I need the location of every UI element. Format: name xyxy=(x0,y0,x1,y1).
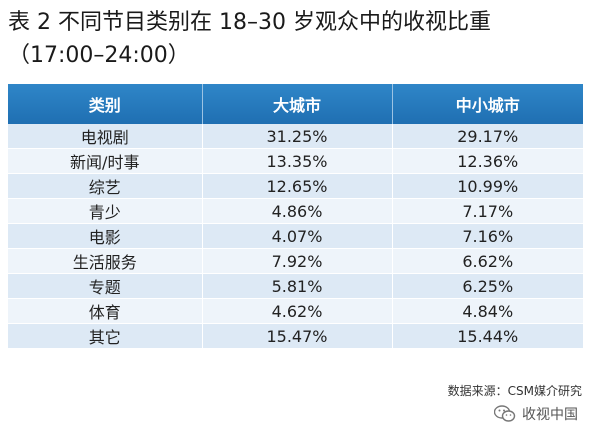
watermark: 收视中国 xyxy=(493,404,578,424)
big-city-cell: 12.65% xyxy=(201,173,392,199)
table-header-row: 类别 大城市 中小城市 xyxy=(8,84,583,124)
big-city-cell: 13.35% xyxy=(201,148,392,174)
table-row: 生活服务 7.92% 6.62% xyxy=(8,248,583,274)
category-cell: 电视剧 xyxy=(8,124,202,149)
table-row: 体育 4.62% 4.84% xyxy=(8,298,583,324)
wechat-icon xyxy=(493,405,516,423)
category-cell: 生活服务 xyxy=(8,248,202,274)
small-city-cell: 10.99% xyxy=(391,173,583,199)
header-big-city: 大城市 xyxy=(201,84,392,124)
big-city-cell: 31.25% xyxy=(201,124,392,149)
small-city-cell: 6.62% xyxy=(391,248,583,274)
small-city-cell: 29.17% xyxy=(391,124,583,149)
watermark-text: 收视中国 xyxy=(522,407,578,423)
category-cell: 青少 xyxy=(8,198,202,224)
small-city-cell: 6.25% xyxy=(391,273,583,299)
big-city-cell: 4.86% xyxy=(201,198,392,224)
small-city-cell: 4.84% xyxy=(391,298,583,324)
viewership-table: 类别 大城市 中小城市 电视剧 31.25% 29.17% 新闻/时事 13.3… xyxy=(8,84,583,349)
category-cell: 电影 xyxy=(8,223,202,249)
small-city-cell: 7.16% xyxy=(391,223,583,249)
table-row: 新闻/时事 13.35% 12.36% xyxy=(8,148,583,174)
table-row: 综艺 12.65% 10.99% xyxy=(8,173,583,199)
small-city-cell: 12.36% xyxy=(391,148,583,174)
small-city-cell: 15.44% xyxy=(391,323,583,349)
big-city-cell: 5.81% xyxy=(201,273,392,299)
title-line-1: 表 2 不同节目类别在 18–30 岁观众中的收视比重 xyxy=(8,10,491,35)
header-small-city: 中小城市 xyxy=(391,84,583,124)
big-city-cell: 7.92% xyxy=(201,248,392,274)
data-source-note: 数据来源：CSM媒介研究 xyxy=(447,384,582,398)
small-city-cell: 7.17% xyxy=(391,198,583,224)
header-category: 类别 xyxy=(8,84,202,124)
table-row: 其它 15.47% 15.44% xyxy=(8,323,583,349)
big-city-cell: 4.07% xyxy=(201,223,392,249)
table-row: 青少 4.86% 7.17% xyxy=(8,198,583,224)
title-line-2: （17:00–24:00） xyxy=(8,43,190,68)
table-row: 专题 5.81% 6.25% xyxy=(8,273,583,299)
big-city-cell: 4.62% xyxy=(201,298,392,324)
big-city-cell: 15.47% xyxy=(201,323,392,349)
category-cell: 综艺 xyxy=(8,173,202,199)
category-cell: 其它 xyxy=(8,323,202,349)
table-title: 表 2 不同节目类别在 18–30 岁观众中的收视比重 （17:00–24:00… xyxy=(8,6,586,72)
category-cell: 专题 xyxy=(8,273,202,299)
category-cell: 新闻/时事 xyxy=(8,148,202,174)
table-row: 电视剧 31.25% 29.17% xyxy=(8,124,583,149)
table-row: 电影 4.07% 7.16% xyxy=(8,223,583,249)
category-cell: 体育 xyxy=(8,298,202,324)
